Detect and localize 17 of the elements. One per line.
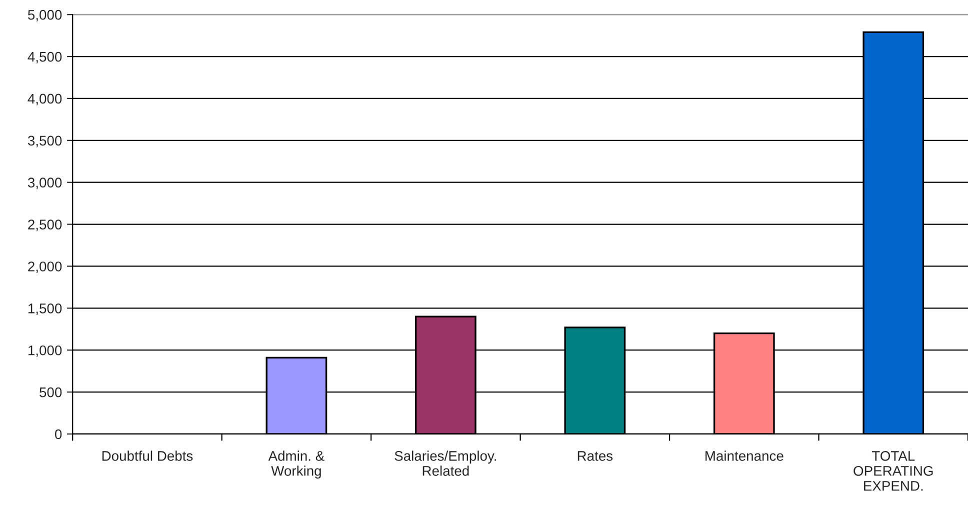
y-tick-label: 1,000 — [28, 345, 62, 357]
y-tick-label: 0 — [55, 429, 62, 440]
y-tick-label: 4,500 — [28, 52, 62, 64]
x-tick-label: Rates — [578, 451, 613, 461]
x-tick-label: Doubtful Debts — [102, 450, 193, 461]
y-tick-label: 3,500 — [28, 136, 62, 148]
x-tick-label: Maintenance — [706, 450, 784, 461]
y-tick-label: 500 — [40, 387, 62, 398]
y-tick-label: 3,000 — [28, 178, 62, 190]
y-tick-label: 1,500 — [28, 304, 62, 315]
y-tick-label: 2,500 — [28, 220, 62, 232]
y-tick-label: 4,000 — [28, 94, 62, 106]
y-tick-label: 5,000 — [28, 10, 62, 22]
x-tick-label: Salaries/Employ. Related — [394, 450, 496, 476]
x-tick-label: TOTAL OPERATING EXPEND. — [854, 451, 933, 491]
x-tick-label: Admin. & Working — [268, 450, 324, 479]
y-tick-label: 2,000 — [28, 262, 62, 274]
